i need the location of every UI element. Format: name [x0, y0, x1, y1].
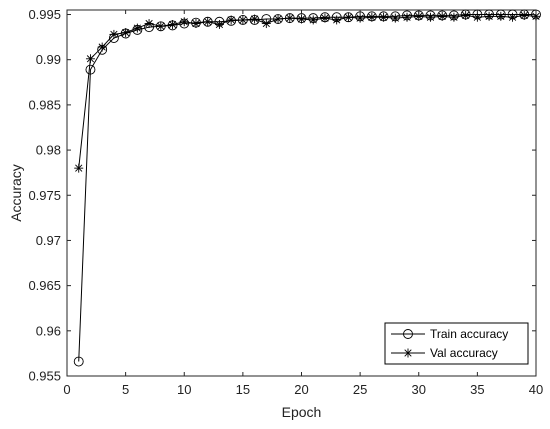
data-point-val — [320, 13, 330, 23]
data-point-val — [74, 163, 84, 173]
x-tick-label: 0 — [63, 382, 70, 397]
data-point-val — [273, 14, 283, 24]
data-point-val — [437, 11, 447, 21]
data-point-train — [85, 64, 96, 75]
data-point-val — [285, 13, 295, 23]
series-line-train — [78, 14, 536, 362]
data-point-val — [121, 28, 131, 38]
legend-label-train: Train accuracy — [430, 327, 508, 341]
data-point-val — [519, 10, 529, 20]
data-point-val — [238, 15, 248, 25]
legend-marker-train — [403, 329, 413, 339]
data-point-val — [367, 12, 377, 22]
y-tick-label: 0.965 — [28, 278, 61, 293]
data-point-val — [179, 17, 189, 27]
data-point-val — [402, 12, 412, 22]
data-point-val — [425, 12, 435, 22]
data-point-val — [449, 12, 459, 22]
data-point-val — [297, 14, 306, 24]
y-tick-label: 0.97 — [36, 233, 61, 248]
x-tick-label: 30 — [412, 382, 426, 397]
series-layer — [73, 9, 541, 367]
series-line-val — [78, 14, 537, 169]
data-point-val — [332, 15, 342, 25]
x-tick-label: 10 — [177, 382, 191, 397]
y-tick-label: 0.975 — [28, 188, 61, 203]
data-point-val — [156, 21, 166, 31]
y-tick-label: 0.985 — [28, 97, 61, 112]
data-point-val — [472, 12, 482, 22]
data-point-train — [73, 356, 84, 367]
data-point-val — [508, 12, 518, 22]
data-point-val — [144, 19, 154, 29]
data-point-val — [132, 23, 142, 33]
legend-item-train: Train accuracy — [391, 327, 508, 341]
plot-area — [66, 9, 537, 377]
series-val — [74, 10, 541, 173]
data-point-val — [343, 12, 353, 22]
data-point-val — [390, 13, 400, 23]
x-tick-label: 20 — [294, 382, 308, 397]
data-point-val — [191, 19, 201, 29]
x-tick-label: 25 — [353, 382, 367, 397]
data-point-val — [484, 11, 494, 21]
x-tick-label: 35 — [470, 382, 484, 397]
data-point-val — [261, 19, 271, 29]
legend: Train accuracy Val accuracy — [384, 322, 529, 365]
y-tick-label: 0.96 — [36, 323, 61, 338]
data-point-val — [461, 10, 471, 20]
data-point-val — [308, 15, 318, 25]
y-tick-label: 0.955 — [28, 369, 61, 384]
legend-label-val: Val accuracy — [430, 346, 498, 360]
x-axis-title: Epoch — [282, 404, 322, 420]
data-point-val — [97, 42, 107, 52]
data-point-val — [203, 17, 213, 27]
plot-frame — [66, 9, 537, 377]
data-point-val — [168, 19, 178, 29]
x-tick-label: 15 — [236, 382, 250, 397]
x-tick-label: 5 — [122, 382, 129, 397]
x-tick-label: 40 — [529, 382, 543, 397]
y-tick-label: 0.99 — [36, 52, 61, 67]
data-point-val — [355, 13, 365, 23]
data-point-val — [496, 11, 506, 21]
y-tick-label: 0.995 — [28, 7, 61, 22]
legend-marker-val — [403, 348, 413, 358]
y-axis-title: Accuracy — [8, 164, 24, 222]
data-point-val — [250, 14, 260, 24]
data-point-val — [226, 15, 236, 25]
data-point-val — [379, 12, 389, 22]
ticks-layer: 0 5 10 15 20 25 30 35 40 0.955 0.96 0.965 0.97 0.975 0… — [28, 7, 543, 397]
data-point-val — [214, 19, 224, 29]
data-point-val — [109, 29, 119, 39]
data-point-val — [85, 54, 95, 64]
y-tick-label: 0.98 — [36, 143, 61, 158]
legend-item-val: Val accuracy — [391, 346, 498, 360]
